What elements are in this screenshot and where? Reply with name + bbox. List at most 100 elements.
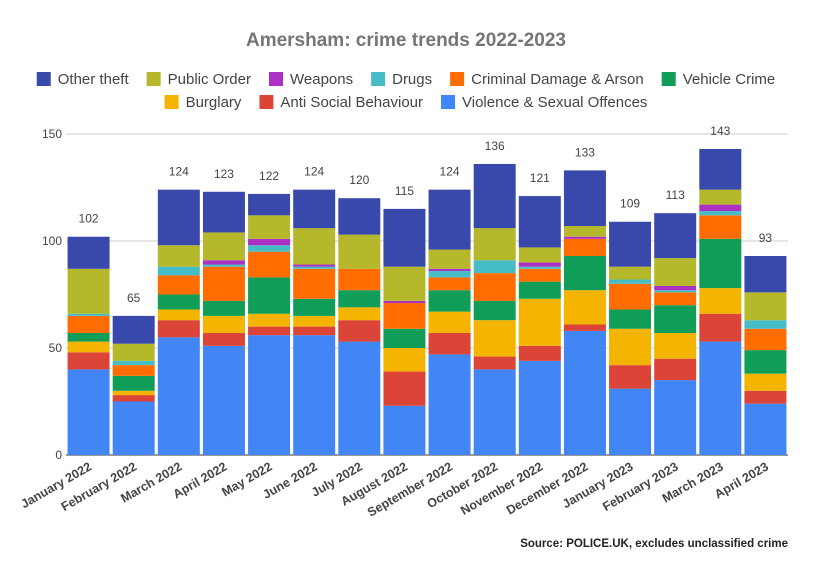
bar-segment <box>112 360 155 366</box>
total-label: 120 <box>349 173 369 187</box>
legend-item: Anti Social Behaviour <box>259 94 423 111</box>
bar-segment <box>744 390 787 404</box>
bar-segment <box>293 326 336 336</box>
bar-segment <box>112 375 155 391</box>
bar-segment <box>609 365 652 389</box>
bar-stack <box>112 315 155 455</box>
bar-segment <box>202 315 245 334</box>
bar-segment <box>67 315 110 334</box>
bar-segment <box>67 268 110 314</box>
bar-segment <box>112 395 155 402</box>
bar-segment <box>338 234 381 269</box>
bar-segment <box>654 258 697 286</box>
bar-segment <box>699 313 742 342</box>
x-tick-label: February 2022 <box>59 459 139 514</box>
bar-segment <box>338 268 381 291</box>
bar-segment <box>112 315 155 344</box>
bar-segment <box>699 189 742 205</box>
bar-segment <box>248 215 291 239</box>
bar-segment <box>699 215 742 239</box>
bar-segment <box>699 211 742 216</box>
bar-segment <box>699 148 742 190</box>
total-label: 121 <box>530 171 550 185</box>
bar-segment <box>383 405 426 455</box>
bar-segment <box>293 298 336 316</box>
bar-segment <box>428 268 471 271</box>
bar-segment <box>293 264 336 267</box>
bar-stack <box>518 196 561 455</box>
bar-segment <box>248 335 291 455</box>
legend-item: Public Order <box>146 71 251 88</box>
legend-swatch <box>36 72 51 86</box>
bar-segment <box>563 324 606 331</box>
bar-segment <box>654 305 697 334</box>
legend-item: Drugs <box>371 71 432 88</box>
bar-stack <box>473 163 516 455</box>
bar-segment <box>428 277 471 291</box>
bar-segment <box>428 189 471 250</box>
total-label: 124 <box>169 165 189 179</box>
legend-swatch <box>146 72 161 86</box>
bar-stack <box>67 236 110 455</box>
bar-segment <box>473 273 516 301</box>
bar-segment <box>67 313 110 316</box>
bar-segment <box>383 328 426 348</box>
bar-stack <box>383 208 426 455</box>
y-tick-label: 50 <box>49 341 63 355</box>
bar-segment <box>473 260 516 274</box>
bar-segment <box>338 290 381 308</box>
legend-swatch <box>269 72 283 86</box>
bar-segment <box>518 345 561 361</box>
bar-segment <box>473 163 516 229</box>
bar-segment <box>563 330 606 455</box>
legend-swatch <box>371 72 386 86</box>
bars <box>67 148 787 455</box>
bar-segment <box>654 333 697 359</box>
total-label: 65 <box>127 291 141 305</box>
bar-segment <box>518 266 561 269</box>
bar-segment <box>473 356 516 370</box>
bar-segment <box>248 245 291 252</box>
bar-segment <box>609 309 652 329</box>
bar-segment <box>428 290 471 312</box>
legend-label: Burglary <box>186 94 242 111</box>
legend: Other theft Public Order Weapons Drugs Crimi… <box>36 71 775 111</box>
bar-segment <box>338 307 381 321</box>
bar-segment <box>157 189 200 246</box>
bar-segment <box>202 300 245 316</box>
bar-segment <box>383 348 426 372</box>
bar-segment <box>338 198 381 235</box>
total-label: 124 <box>440 165 460 179</box>
bar-segment <box>202 345 245 455</box>
bar-segment <box>338 320 381 342</box>
x-tick-label: February 2023 <box>600 459 680 514</box>
legend-item: Criminal Damage & Arson <box>450 71 644 88</box>
bar-stack <box>338 198 381 455</box>
y-axis-labels: 0 50 100 150 <box>42 127 62 462</box>
bar-segment <box>428 249 471 269</box>
legend-item: Burglary <box>164 94 242 111</box>
y-tick-label: 150 <box>42 127 62 141</box>
bar-segment <box>383 266 426 301</box>
legend-label: Anti Social Behaviour <box>280 94 423 111</box>
bar-segment <box>202 264 245 267</box>
bar-segment <box>202 260 245 265</box>
bar-segment <box>112 365 155 376</box>
bar-stack <box>699 148 742 455</box>
bar-segment <box>699 204 742 212</box>
source-note: Source: POLICE.UK, excludes unclassified… <box>520 538 788 550</box>
bar-segment <box>248 251 291 278</box>
bar-stack <box>609 221 652 455</box>
bar-segment <box>293 335 336 455</box>
bar-segment <box>563 238 606 256</box>
bar-segment <box>428 333 471 355</box>
bar-segment <box>563 255 606 291</box>
bar-stack <box>428 189 471 455</box>
y-tick-label: 0 <box>55 448 62 462</box>
bar-segment <box>518 262 561 267</box>
bar-segment <box>112 343 155 361</box>
bar-segment <box>699 238 742 289</box>
bar-segment <box>654 380 697 455</box>
